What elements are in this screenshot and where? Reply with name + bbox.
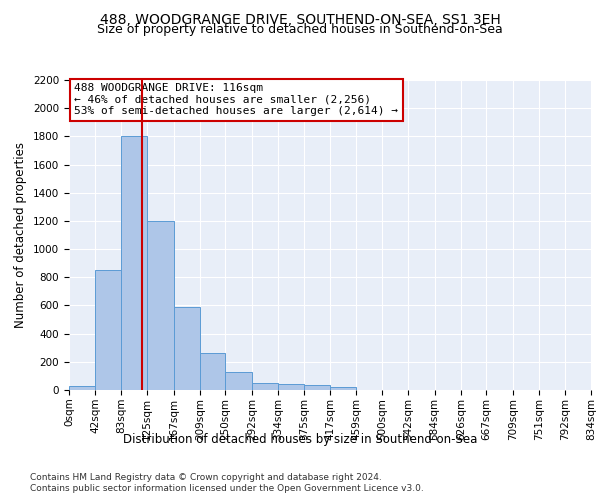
Text: Distribution of detached houses by size in Southend-on-Sea: Distribution of detached houses by size … [123, 432, 477, 446]
Bar [252, 383, 278, 390]
Bar [147, 221, 173, 390]
Bar [69, 386, 95, 390]
Text: Contains HM Land Registry data © Crown copyright and database right 2024.: Contains HM Land Registry data © Crown c… [30, 472, 382, 482]
Text: Size of property relative to detached houses in Southend-on-Sea: Size of property relative to detached ho… [97, 22, 503, 36]
Text: Contains public sector information licensed under the Open Government Licence v3: Contains public sector information licen… [30, 484, 424, 493]
Bar [200, 354, 226, 390]
Bar [121, 136, 147, 390]
Bar [226, 372, 252, 390]
Bar [95, 270, 121, 390]
Bar [304, 386, 330, 390]
Text: 488, WOODGRANGE DRIVE, SOUTHEND-ON-SEA, SS1 3EH: 488, WOODGRANGE DRIVE, SOUTHEND-ON-SEA, … [100, 12, 500, 26]
Bar [278, 384, 304, 390]
Bar [330, 387, 356, 390]
Y-axis label: Number of detached properties: Number of detached properties [14, 142, 28, 328]
Bar [173, 307, 200, 390]
Text: 488 WOODGRANGE DRIVE: 116sqm
← 46% of detached houses are smaller (2,256)
53% of: 488 WOODGRANGE DRIVE: 116sqm ← 46% of de… [74, 83, 398, 116]
